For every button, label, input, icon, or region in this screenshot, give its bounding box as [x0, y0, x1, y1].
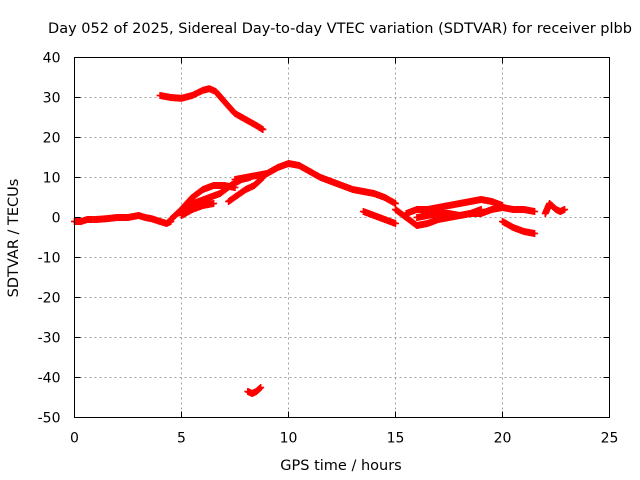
data-point — [413, 220, 430, 229]
data-points — [71, 85, 569, 397]
x-tick-label: 5 — [177, 431, 186, 447]
data-point — [392, 220, 399, 227]
data-point — [392, 200, 399, 207]
data-point — [499, 202, 506, 209]
series-seg-main — [231, 160, 399, 207]
data-point — [488, 198, 505, 209]
data-point — [135, 212, 148, 221]
data-point — [531, 230, 539, 237]
axis-ticks: 0 5 10 15 20 25 40 30 20 10 0 -10 -20 -30 -40 -50 — [38, 51, 619, 447]
data-point — [509, 206, 527, 213]
plot-frame — [74, 57, 610, 418]
data-point — [259, 126, 267, 133]
data-point — [477, 206, 485, 213]
x-tick-label: 0 — [70, 431, 79, 447]
y-axis-label: SDTVAR / TECUs — [6, 179, 22, 298]
data-point — [252, 170, 270, 179]
y-tick-label: -20 — [38, 291, 61, 307]
grid-lines — [74, 57, 610, 418]
x-tick-label: 20 — [494, 431, 512, 447]
series-seg-mid-d — [413, 206, 485, 221]
y-tick-label: -50 — [38, 411, 61, 427]
y-tick-label: 10 — [43, 171, 61, 187]
y-tick-label: 0 — [52, 211, 61, 227]
data-point — [252, 385, 264, 395]
data-point — [359, 208, 377, 219]
data-point — [205, 190, 223, 201]
data-point — [370, 212, 387, 223]
data-point — [531, 208, 539, 215]
series-seg-rise-c — [178, 200, 218, 219]
x-tick-label: 15 — [387, 431, 405, 447]
data-point — [210, 200, 218, 207]
x-axis-label: GPS time / hours — [280, 458, 401, 474]
data-point — [233, 186, 248, 199]
x-tick-label: 10 — [280, 431, 298, 447]
data-point — [359, 188, 377, 197]
data-point — [561, 206, 569, 213]
data-point — [257, 384, 265, 391]
data-point — [263, 164, 281, 177]
data-point — [113, 214, 131, 221]
y-tick-label: -10 — [38, 251, 61, 267]
series-seg-dip — [499, 218, 539, 237]
x-tick-label: 25 — [601, 431, 619, 447]
series-seg-low — [244, 384, 265, 397]
data-point — [71, 218, 84, 225]
y-tick-label: 20 — [43, 131, 61, 147]
y-tick-label: -30 — [38, 331, 61, 347]
data-point — [306, 168, 323, 181]
series-seg-mid-a — [359, 208, 399, 227]
chart-title: Day 052 of 2025, Sidereal Day-to-day VTE… — [48, 21, 632, 37]
y-tick-label: -40 — [38, 371, 61, 387]
data-point — [424, 204, 441, 213]
series-seg-base — [71, 212, 175, 227]
series-seg-upper — [156, 85, 267, 133]
series-seg-end — [541, 200, 569, 217]
data-point — [199, 182, 216, 193]
data-point — [466, 206, 484, 217]
y-tick-label: 30 — [43, 91, 61, 107]
data-point — [327, 178, 345, 189]
y-tick-label: 40 — [43, 51, 61, 67]
series-seg-mid-c — [402, 196, 506, 217]
